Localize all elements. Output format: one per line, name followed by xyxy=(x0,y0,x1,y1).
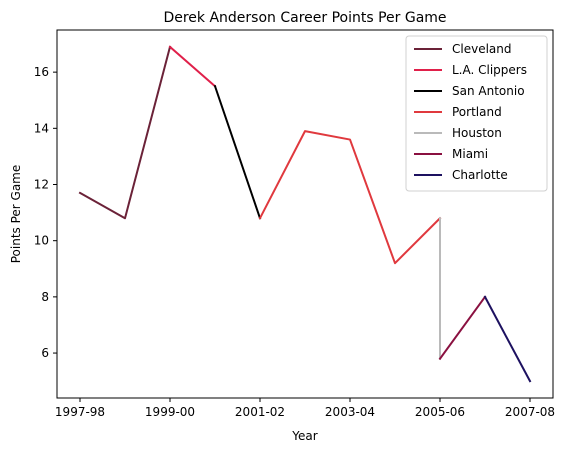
series-line-l-a-clippers xyxy=(168,45,217,88)
legend-label-portland: Portland xyxy=(452,105,502,119)
y-tick-label: 12 xyxy=(34,178,49,192)
x-tick-label: 2005-06 xyxy=(415,405,465,419)
series-line-san-antonio xyxy=(213,84,262,220)
legend-label-charlotte: Charlotte xyxy=(452,168,508,182)
x-tick-label: 1999-00 xyxy=(145,405,195,419)
legend-label-houston: Houston xyxy=(452,126,502,140)
y-axis: 6 8 10 12 14 16 xyxy=(34,65,57,360)
y-axis-label: Points Per Game xyxy=(9,165,23,264)
y-tick-label: 8 xyxy=(41,290,49,304)
x-axis-label: Year xyxy=(291,429,317,443)
series-line-charlotte xyxy=(483,295,532,383)
legend-label-miami: Miami xyxy=(452,147,488,161)
series-layer xyxy=(78,45,532,383)
y-tick-label: 16 xyxy=(34,65,49,79)
legend-label-l-a-clippers: L.A. Clippers xyxy=(452,63,527,77)
y-tick-label: 6 xyxy=(41,346,49,360)
series-line-cleveland xyxy=(78,45,172,220)
x-tick-label: 2007-08 xyxy=(505,405,555,419)
x-tick-label: 2001-02 xyxy=(235,405,285,419)
plot-area-frame xyxy=(56,29,554,399)
legend-label-cleveland: Cleveland xyxy=(452,42,512,56)
legend-box xyxy=(405,35,548,192)
y-tick-label: 14 xyxy=(34,121,49,135)
legend-label-san-antonio: San Antonio xyxy=(452,84,525,98)
chart-title: Derek Anderson Career Points Per Game xyxy=(163,10,446,26)
y-tick-label: 10 xyxy=(34,234,49,248)
series-line-miami xyxy=(438,295,487,361)
legend: Cleveland L.A. Clippers San Antonio Portlan… xyxy=(405,35,548,192)
x-tick-label: 1997-98 xyxy=(55,405,105,419)
series-line-portland xyxy=(258,130,442,265)
x-axis: 1997-98 1999-00 2001-02 2003-04 2005-06 2007-… xyxy=(55,398,555,419)
x-tick-label: 2003-04 xyxy=(325,405,375,419)
